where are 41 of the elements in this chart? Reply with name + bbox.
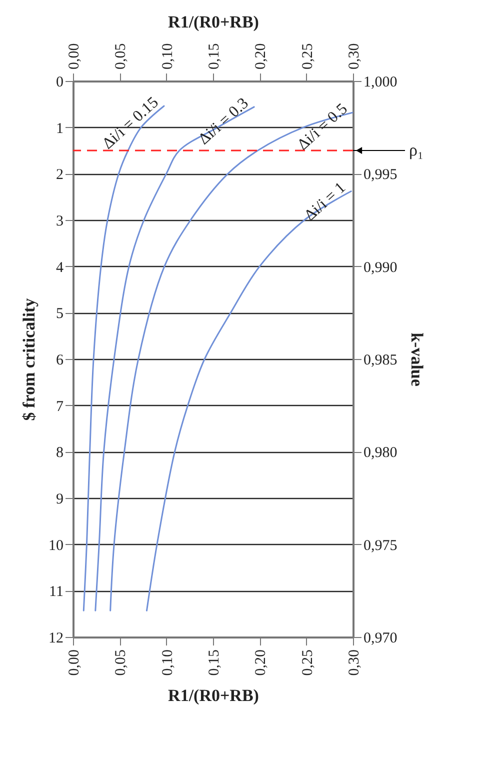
x-tick-label: 0,30	[346, 650, 362, 676]
x2-tick-label: 0,20	[253, 43, 270, 70]
y-tick-label: 8	[56, 445, 64, 462]
y-tick-label: 12	[48, 630, 64, 646]
y2-tick-label: 1,000	[364, 74, 398, 90]
y2-tick-label: 0,975	[364, 538, 398, 554]
y-tick-label: 4	[56, 260, 64, 276]
y2-tick-label: 0,990	[364, 260, 398, 276]
text: Δi/i = 1	[301, 179, 349, 224]
y-tick-label: 10	[48, 538, 64, 554]
x2-axis-title: R1/(R0+RB)	[168, 12, 259, 32]
y2-axis-title: k-value	[407, 332, 426, 387]
y-tick-label: 0	[56, 74, 64, 90]
y2-tick-label: 0,980	[364, 445, 398, 462]
x-tick-label: 0,25	[300, 650, 316, 676]
x2-tick-label: 0,25	[300, 43, 316, 70]
y-tick-label: 9	[56, 492, 64, 508]
y2-tick-label: 0,985	[364, 352, 398, 368]
y-tick-label: 7	[56, 398, 64, 415]
y-tick-label: 2	[56, 167, 64, 184]
y-tick-label: 6	[56, 352, 64, 368]
y-tick-label: 11	[49, 584, 64, 600]
text: Δi/i = 0.3	[195, 94, 252, 148]
x2-tick-label: 0,15	[206, 43, 222, 70]
x2-tick-label: 0,10	[160, 43, 176, 70]
x-tick-label: 0,10	[160, 650, 176, 676]
y2-tick-label: 0,970	[364, 630, 398, 646]
y2-tick-label: 0,995	[364, 167, 398, 184]
y-axis-title: $ from criticality	[20, 298, 38, 421]
x-tick-label: 0,00	[66, 650, 82, 676]
x-axis-title: R1/(R0+RB)	[168, 686, 259, 705]
x-tick-label: 0,20	[253, 650, 270, 676]
x2-tick-label: 0,00	[66, 43, 82, 70]
ref-line-label: ρ₁	[409, 140, 424, 160]
y-tick-label: 1	[56, 120, 64, 137]
x2-tick-label: 0,05	[113, 43, 130, 70]
y-tick-label: 5	[56, 306, 64, 322]
x2-tick-label: 0,30	[346, 43, 362, 70]
y-tick-label: 3	[56, 214, 64, 230]
x-tick-label: 0,15	[206, 650, 222, 676]
x-tick-label: 0,05	[113, 650, 130, 676]
